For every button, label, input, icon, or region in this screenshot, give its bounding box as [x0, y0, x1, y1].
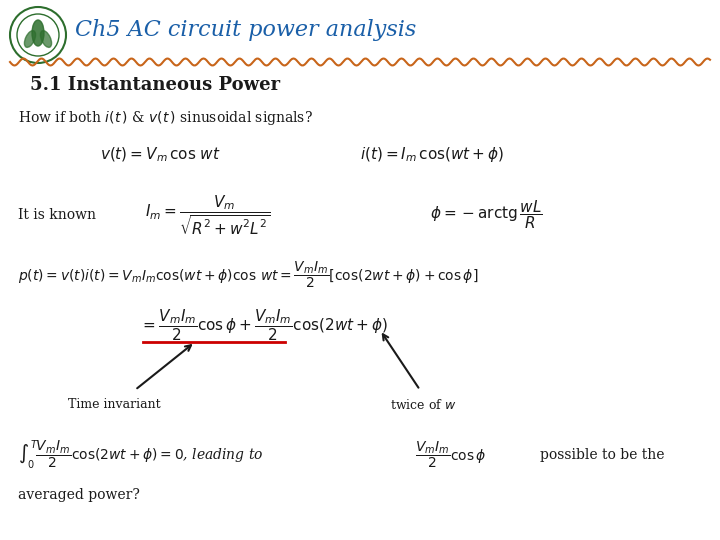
Text: How if both $i(t\,)$ & $v(t\,)$ sinusoidal signals?: How if both $i(t\,)$ & $v(t\,)$ sinusoid… — [18, 109, 313, 127]
Text: $\dfrac{V_m I_m}{2}\cos\phi$: $\dfrac{V_m I_m}{2}\cos\phi$ — [415, 440, 486, 470]
Text: $\phi = -\mathrm{arctg}\,\dfrac{wL}{R}$: $\phi = -\mathrm{arctg}\,\dfrac{wL}{R}$ — [430, 199, 543, 231]
Text: $\int_0^T \dfrac{V_m I_m}{2}\cos(2wt+\phi) = 0$, leading to: $\int_0^T \dfrac{V_m I_m}{2}\cos(2wt+\ph… — [18, 438, 264, 471]
Text: Ch5 AC circuit power analysis: Ch5 AC circuit power analysis — [75, 19, 416, 41]
Text: twice of $w$: twice of $w$ — [390, 398, 456, 412]
Text: It is known: It is known — [18, 208, 96, 222]
Text: $i(t) = I_m\,\cos(wt + \phi)$: $i(t) = I_m\,\cos(wt + \phi)$ — [360, 145, 504, 165]
Text: $p(t) = v(t)i(t) = V_m I_m \cos(wt+\phi)\cos\,wt = \dfrac{V_m I_m}{2}\left[\cos(: $p(t) = v(t)i(t) = V_m I_m \cos(wt+\phi)… — [18, 260, 478, 291]
Ellipse shape — [32, 20, 44, 46]
Ellipse shape — [24, 31, 35, 48]
Text: $= \dfrac{V_m I_m}{2}\cos\phi + \dfrac{V_m I_m}{2}\cos(2wt+\phi)$: $= \dfrac{V_m I_m}{2}\cos\phi + \dfrac{V… — [140, 307, 388, 343]
Text: Time invariant: Time invariant — [68, 399, 161, 411]
Ellipse shape — [40, 31, 52, 48]
Text: $v(t) = V_m\,\cos\,wt$: $v(t) = V_m\,\cos\,wt$ — [100, 146, 221, 164]
Text: 5.1 Instantaneous Power: 5.1 Instantaneous Power — [30, 76, 280, 94]
Text: $I_m = \dfrac{V_m}{\sqrt{R^2 + w^2L^2}}$: $I_m = \dfrac{V_m}{\sqrt{R^2 + w^2L^2}}$ — [145, 193, 271, 237]
Text: possible to be the: possible to be the — [540, 448, 665, 462]
Text: averaged power?: averaged power? — [18, 488, 140, 502]
